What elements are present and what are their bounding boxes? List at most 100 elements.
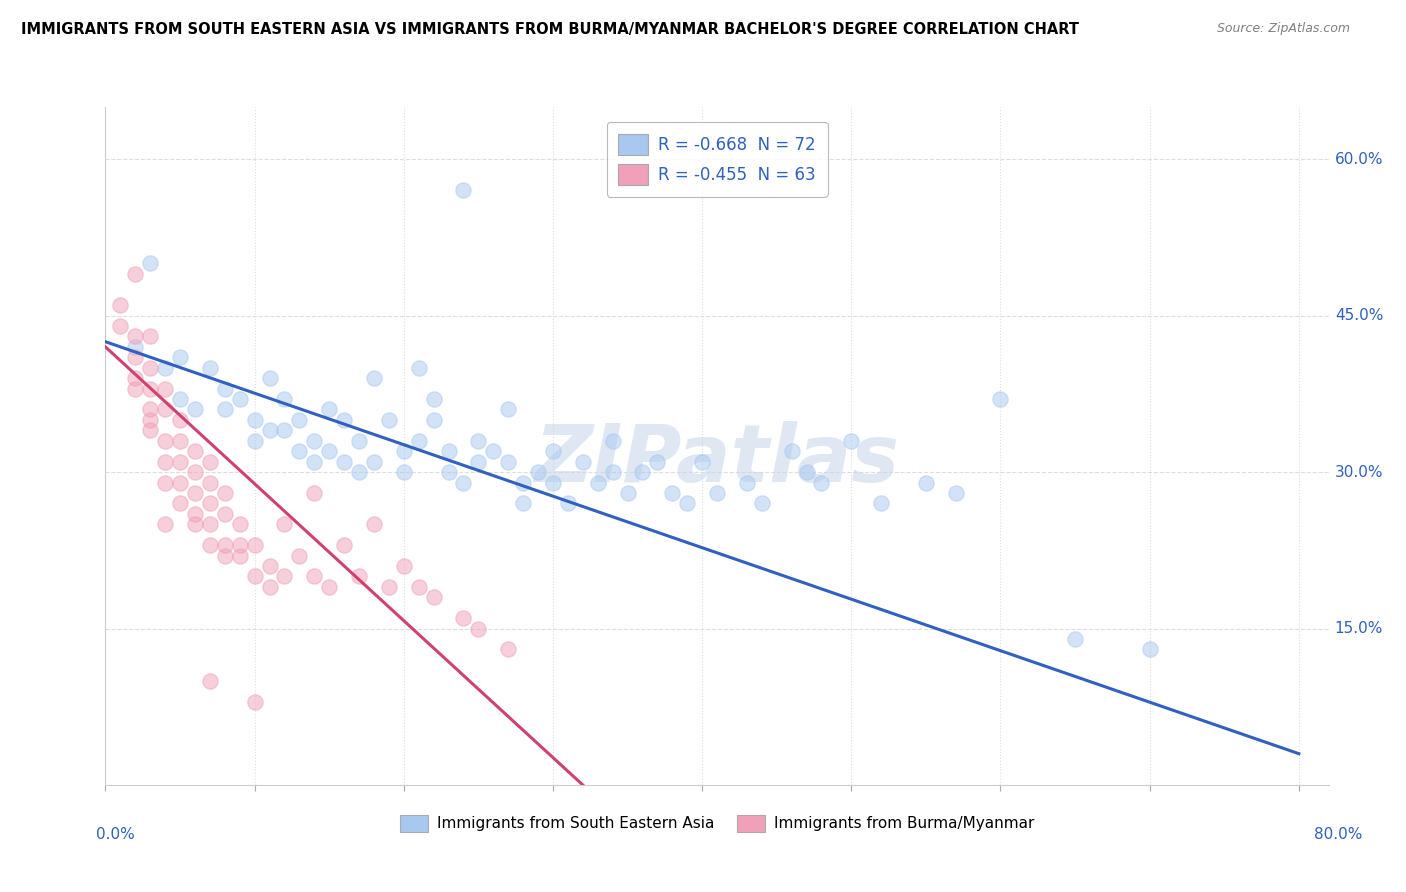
Point: [304, 434, 326, 448]
Point: [124, 267, 146, 281]
Point: [228, 392, 250, 406]
Point: [586, 475, 609, 490]
Point: [616, 486, 638, 500]
Point: [333, 413, 356, 427]
Point: [453, 611, 475, 625]
Point: [169, 475, 191, 490]
Point: [690, 455, 713, 469]
Point: [467, 434, 489, 448]
Point: [572, 455, 595, 469]
Point: [214, 538, 236, 552]
Point: [915, 475, 938, 490]
Point: [139, 329, 162, 343]
Point: [139, 360, 162, 375]
Point: [631, 465, 654, 479]
Point: [408, 360, 430, 375]
Point: [153, 455, 176, 469]
Point: [273, 569, 295, 583]
Point: [288, 413, 311, 427]
Point: [169, 434, 191, 448]
Point: [198, 475, 221, 490]
Point: [169, 351, 191, 365]
Point: [184, 444, 207, 458]
Point: [139, 413, 162, 427]
Point: [661, 486, 683, 500]
Point: [647, 455, 669, 469]
Text: IMMIGRANTS FROM SOUTH EASTERN ASIA VS IMMIGRANTS FROM BURMA/MYANMAR BACHELOR'S D: IMMIGRANTS FROM SOUTH EASTERN ASIA VS IM…: [21, 22, 1078, 37]
Point: [110, 319, 132, 334]
Point: [333, 455, 356, 469]
Point: [124, 371, 146, 385]
Point: [184, 465, 207, 479]
Point: [259, 423, 281, 437]
Point: [422, 591, 444, 605]
Point: [169, 413, 191, 427]
Point: [602, 434, 624, 448]
Point: [198, 360, 221, 375]
Point: [198, 538, 221, 552]
Point: [184, 507, 207, 521]
Point: [512, 475, 534, 490]
Text: ZIPatlas: ZIPatlas: [534, 420, 900, 499]
Point: [751, 496, 773, 510]
Point: [184, 517, 207, 532]
Point: [422, 392, 444, 406]
Point: [169, 496, 191, 510]
Point: [273, 517, 295, 532]
Point: [408, 580, 430, 594]
Point: [527, 465, 550, 479]
Point: [124, 382, 146, 396]
Point: [184, 402, 207, 417]
Point: [945, 486, 967, 500]
Point: [259, 580, 281, 594]
Text: 30.0%: 30.0%: [1334, 465, 1384, 480]
Point: [363, 371, 385, 385]
Point: [139, 256, 162, 270]
Point: [198, 496, 221, 510]
Point: [198, 673, 221, 688]
Point: [780, 444, 803, 458]
Point: [408, 434, 430, 448]
Text: 60.0%: 60.0%: [1334, 152, 1384, 167]
Point: [706, 486, 728, 500]
Point: [602, 465, 624, 479]
Point: [273, 423, 295, 437]
Text: 0.0%: 0.0%: [96, 827, 135, 841]
Point: [243, 569, 266, 583]
Point: [347, 434, 370, 448]
Point: [214, 402, 236, 417]
Point: [318, 580, 340, 594]
Point: [198, 455, 221, 469]
Point: [288, 444, 311, 458]
Point: [363, 517, 385, 532]
Point: [870, 496, 893, 510]
Point: [735, 475, 758, 490]
Point: [273, 392, 295, 406]
Point: [169, 392, 191, 406]
Point: [214, 382, 236, 396]
Point: [467, 622, 489, 636]
Text: 15.0%: 15.0%: [1334, 621, 1384, 636]
Text: 45.0%: 45.0%: [1334, 308, 1384, 323]
Point: [1139, 642, 1161, 657]
Point: [243, 434, 266, 448]
Point: [153, 402, 176, 417]
Point: [422, 413, 444, 427]
Point: [1064, 632, 1087, 646]
Point: [839, 434, 862, 448]
Point: [153, 517, 176, 532]
Point: [437, 444, 460, 458]
Point: [304, 569, 326, 583]
Point: [124, 340, 146, 354]
Point: [259, 558, 281, 573]
Point: [392, 444, 415, 458]
Text: 80.0%: 80.0%: [1315, 827, 1362, 841]
Point: [437, 465, 460, 479]
Point: [288, 549, 311, 563]
Point: [124, 351, 146, 365]
Text: Source: ZipAtlas.com: Source: ZipAtlas.com: [1216, 22, 1350, 36]
Point: [676, 496, 699, 510]
Point: [169, 455, 191, 469]
Point: [496, 642, 519, 657]
Point: [541, 475, 564, 490]
